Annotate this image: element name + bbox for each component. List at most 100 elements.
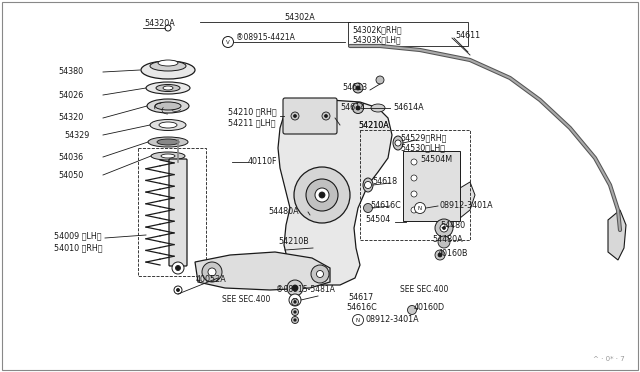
Ellipse shape <box>163 86 173 90</box>
Circle shape <box>353 314 364 326</box>
FancyBboxPatch shape <box>169 159 187 266</box>
Circle shape <box>356 106 360 110</box>
Text: 54504M: 54504M <box>420 155 452 164</box>
Circle shape <box>177 289 179 292</box>
Circle shape <box>353 83 363 93</box>
Circle shape <box>202 262 222 282</box>
Circle shape <box>376 76 384 84</box>
Text: 54614: 54614 <box>340 103 365 112</box>
Text: 54616C: 54616C <box>346 304 377 312</box>
Polygon shape <box>448 182 475 218</box>
Circle shape <box>438 236 450 248</box>
Circle shape <box>356 86 360 90</box>
Text: N: N <box>418 205 422 211</box>
Circle shape <box>395 140 401 146</box>
Circle shape <box>411 207 417 213</box>
Ellipse shape <box>156 84 180 92</box>
Circle shape <box>415 202 426 214</box>
Ellipse shape <box>147 99 189 113</box>
Text: 08912-3401A: 08912-3401A <box>440 202 493 211</box>
Circle shape <box>364 203 372 212</box>
Ellipse shape <box>393 136 403 150</box>
Circle shape <box>319 192 325 198</box>
Circle shape <box>174 286 182 294</box>
Circle shape <box>294 167 350 223</box>
Ellipse shape <box>158 60 178 66</box>
Text: N: N <box>356 317 360 323</box>
Circle shape <box>322 112 330 120</box>
Text: 54613: 54613 <box>342 83 367 93</box>
Text: 54302A: 54302A <box>284 13 315 22</box>
Circle shape <box>411 191 417 197</box>
Circle shape <box>315 188 329 202</box>
Text: ^ · 0* · 7: ^ · 0* · 7 <box>593 356 625 362</box>
Text: 54617: 54617 <box>348 294 373 302</box>
Circle shape <box>411 175 417 181</box>
Circle shape <box>223 36 234 48</box>
Text: 54480: 54480 <box>440 221 465 231</box>
Text: 54320A: 54320A <box>144 19 175 29</box>
Text: 54530〈LH〉: 54530〈LH〉 <box>400 144 445 153</box>
Text: 54302K〈RH〉: 54302K〈RH〉 <box>352 26 402 35</box>
Circle shape <box>291 308 298 315</box>
Circle shape <box>294 319 296 321</box>
Text: 54009 〈LH〉: 54009 〈LH〉 <box>54 231 102 241</box>
Text: 54050: 54050 <box>58 170 83 180</box>
Circle shape <box>294 311 296 313</box>
Circle shape <box>294 115 296 118</box>
Text: 54210A: 54210A <box>358 122 388 131</box>
Circle shape <box>317 270 323 278</box>
Text: 54380: 54380 <box>58 67 83 77</box>
Text: 54210B: 54210B <box>278 237 308 247</box>
Circle shape <box>438 253 442 257</box>
Text: V: V <box>226 39 230 45</box>
Text: 54320: 54320 <box>58 113 83 122</box>
Circle shape <box>165 25 171 31</box>
Text: 54036: 54036 <box>58 153 83 161</box>
Text: 08912-3401A: 08912-3401A <box>365 315 419 324</box>
Text: 40160B: 40160B <box>438 248 468 257</box>
Text: 54026: 54026 <box>58 90 83 99</box>
Text: 54614A: 54614A <box>393 103 424 112</box>
Ellipse shape <box>363 178 373 192</box>
Circle shape <box>292 285 298 291</box>
FancyBboxPatch shape <box>403 151 460 221</box>
Circle shape <box>175 266 180 270</box>
Text: 54504: 54504 <box>365 215 390 224</box>
Text: 54480A: 54480A <box>432 235 463 244</box>
Text: ®08915-4421A: ®08915-4421A <box>236 33 295 42</box>
Ellipse shape <box>151 152 185 160</box>
Circle shape <box>411 159 417 165</box>
Circle shape <box>291 112 299 120</box>
Circle shape <box>306 179 338 211</box>
Ellipse shape <box>155 102 181 110</box>
Ellipse shape <box>148 137 188 147</box>
Text: 40160D: 40160D <box>414 304 445 312</box>
Ellipse shape <box>157 139 179 145</box>
Ellipse shape <box>161 154 175 158</box>
Polygon shape <box>278 100 392 285</box>
Circle shape <box>435 250 445 260</box>
Text: 54210A: 54210A <box>358 121 388 129</box>
Text: 40052A: 40052A <box>196 276 227 285</box>
Circle shape <box>408 305 417 314</box>
Ellipse shape <box>150 119 186 131</box>
Circle shape <box>294 301 296 303</box>
Text: 54303K〈LH〉: 54303K〈LH〉 <box>352 35 401 45</box>
Circle shape <box>291 317 298 324</box>
Circle shape <box>287 280 303 296</box>
Text: 54329: 54329 <box>64 131 90 140</box>
Text: 54618: 54618 <box>372 177 397 186</box>
Ellipse shape <box>150 61 186 71</box>
Ellipse shape <box>141 61 195 79</box>
Text: 54210 〈RH〉: 54210 〈RH〉 <box>228 108 276 116</box>
Text: 40110F: 40110F <box>248 157 278 167</box>
Text: 54010 〈RH〉: 54010 〈RH〉 <box>54 244 102 253</box>
Polygon shape <box>195 252 330 290</box>
FancyBboxPatch shape <box>283 98 337 134</box>
Text: 54529〈RH〉: 54529〈RH〉 <box>400 134 446 142</box>
Text: 54211 〈LH〉: 54211 〈LH〉 <box>228 119 275 128</box>
Circle shape <box>289 294 301 306</box>
Text: 54616C: 54616C <box>370 202 401 211</box>
Ellipse shape <box>371 104 385 112</box>
